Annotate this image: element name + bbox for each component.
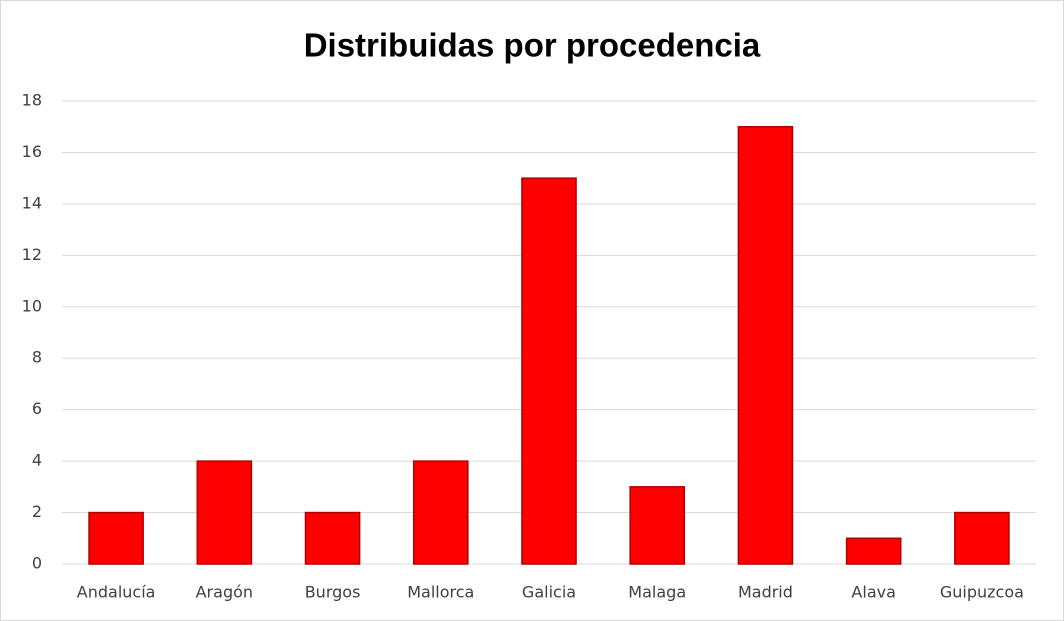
y-tick-label: 14 bbox=[22, 193, 42, 212]
y-tick-label: 18 bbox=[22, 91, 42, 110]
bar bbox=[954, 511, 1010, 565]
x-tick-label: Mallorca bbox=[407, 583, 474, 602]
x-tick-label: Guipuzcoa bbox=[940, 583, 1024, 602]
bar bbox=[304, 511, 361, 565]
x-tick-label: Burgos bbox=[305, 583, 361, 602]
y-tick-label: 2 bbox=[32, 502, 42, 521]
bar bbox=[629, 486, 686, 565]
x-tick-label: Andalucía bbox=[77, 583, 156, 602]
y-tick-label: 10 bbox=[22, 296, 42, 315]
y-tick-label: 8 bbox=[32, 348, 42, 367]
bar bbox=[88, 511, 144, 565]
y-tick-label: 6 bbox=[32, 399, 42, 418]
y-tick-label: 12 bbox=[22, 245, 42, 264]
bar bbox=[737, 125, 794, 565]
x-tick-label: Malaga bbox=[628, 583, 686, 602]
bar bbox=[521, 177, 577, 565]
chart-title: Distribuidas por procedencia bbox=[304, 27, 761, 64]
y-tick-label: 16 bbox=[22, 142, 42, 161]
x-tick-label: Aragón bbox=[196, 583, 253, 602]
bar bbox=[412, 460, 469, 565]
bar bbox=[196, 460, 253, 565]
bar bbox=[845, 537, 902, 565]
x-tick-label: Madrid bbox=[738, 583, 793, 602]
y-tick-label: 4 bbox=[32, 451, 42, 470]
x-tick-label: Galicia bbox=[522, 583, 576, 602]
x-tick-label: Alava bbox=[851, 583, 895, 602]
y-tick-label: 0 bbox=[32, 554, 42, 573]
